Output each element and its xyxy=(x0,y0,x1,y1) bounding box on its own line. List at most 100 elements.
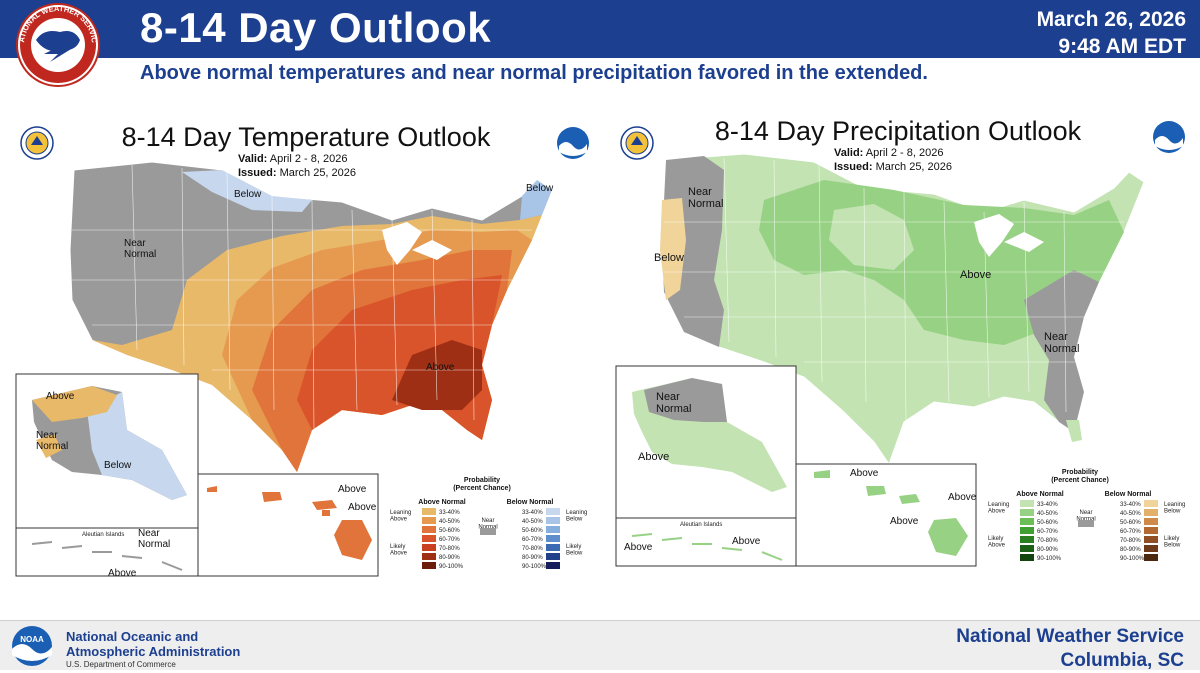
nws-office: National Weather Service Columbia, SC xyxy=(956,625,1184,673)
noaa-icon xyxy=(557,127,589,159)
noaa-logo-text: NOAA xyxy=(20,635,44,644)
precipitation-near-se xyxy=(1024,270,1099,432)
noaa-name: National Oceanic and Atmospheric Adminis… xyxy=(66,629,240,659)
legend-above-range: 80-90% xyxy=(439,555,460,561)
legend-likely-above: Likely Above xyxy=(390,544,408,557)
temperature-valid-block: Valid: April 2 - 8, 2026 Issued: March 2… xyxy=(238,152,356,180)
alaska-above xyxy=(32,386,117,422)
label-near-normal-west: Near Normal xyxy=(124,238,156,260)
temperature-great-lakes xyxy=(382,222,452,265)
legend-near-header: Near Normal xyxy=(1076,510,1095,523)
legend-title: Probability xyxy=(464,477,500,484)
legend-above-swatch xyxy=(1020,554,1034,561)
legend-below-range: 40-50% xyxy=(1120,511,1141,517)
precipitation-map-title: 8-14 Day Precipitation Outlook xyxy=(714,116,1082,146)
alaska-near xyxy=(644,378,727,422)
commerce-dept: U.S. Department of Commerce xyxy=(66,660,176,669)
legend-likely-below: Likely Below xyxy=(566,544,583,557)
valid-dates: April 2 - 8, 2026 xyxy=(269,153,348,165)
precipitation-outlook-panel: 8-14 Day Precipitation Outlook Valid: Ap… xyxy=(604,100,1192,582)
legend-above-range: 33-40% xyxy=(1037,502,1058,508)
legend-above-header: Above Normal xyxy=(1016,491,1064,498)
legend-near-swatch xyxy=(1078,520,1094,527)
legend-above-range: 80-90% xyxy=(1037,547,1058,553)
noaa-logo-icon: NOAA xyxy=(12,626,52,666)
label-above-central: Above xyxy=(960,269,991,281)
legend-below-range: 40-50% xyxy=(522,519,543,525)
temperature-state-lines xyxy=(72,164,532,431)
legend-below-range: 80-90% xyxy=(1120,547,1141,553)
nws-line-1: National Weather Service xyxy=(956,626,1184,647)
legend-near-header: Near Normal xyxy=(478,518,497,531)
legend-below-range: 90-100% xyxy=(1120,556,1145,562)
header: NATIONAL WEATHER SERVICE 8-14 Day Outloo… xyxy=(0,0,1200,88)
label-aleutian-above-2: Above xyxy=(732,536,761,547)
precipitation-above-33-40-centre xyxy=(829,204,914,270)
alaska-above-small xyxy=(36,434,62,458)
legend-below-swatch xyxy=(1144,500,1158,507)
legend-above-swatch xyxy=(1020,545,1034,552)
precipitation-valid-block: Valid: April 2 - 8, 2026 Issued: March 2… xyxy=(834,146,952,174)
hawaii-islands xyxy=(207,486,372,560)
label-aleutian: Aleutian Islands xyxy=(680,522,722,528)
legend-above-range: 90-100% xyxy=(439,564,464,570)
legend-subtitle: (Percent Chance) xyxy=(1051,477,1109,484)
hawaii-islands xyxy=(814,470,968,556)
legend-below-range: 33-40% xyxy=(522,510,543,516)
precipitation-legend: Probability(Percent Chance) Above Normal B… xyxy=(988,469,1185,562)
legend-above-swatch xyxy=(422,517,436,524)
label-near-normal-nw: Near Normal xyxy=(688,186,723,210)
nws-line-2: Columbia, SC xyxy=(1060,650,1184,671)
legend-above-range: 70-80% xyxy=(439,546,460,552)
temperature-below-north xyxy=(182,170,312,212)
precipitation-great-lakes xyxy=(974,214,1044,257)
legend-above-range: 60-70% xyxy=(439,537,460,543)
legend-likely-below: Likely Below xyxy=(1164,536,1181,549)
legend-likely-above: Likely Above xyxy=(988,536,1006,549)
label-hi-above-2: Above xyxy=(348,502,377,513)
legend-subtitle: (Percent Chance) xyxy=(453,485,511,492)
legend-above-swatch xyxy=(1020,500,1034,507)
legend-below-swatch xyxy=(1144,527,1158,534)
label-below-north: Below xyxy=(234,189,262,200)
temperature-outlook-panel: 8-14 Day Temperature Outlook Valid: Apri… xyxy=(12,100,600,582)
legend-above-range: 40-50% xyxy=(1037,511,1058,517)
legend-leaning-below: Leaning Below xyxy=(566,510,587,523)
page-subtitle: Above normal temperatures and near norma… xyxy=(140,62,928,84)
legend-above-swatch xyxy=(1020,536,1034,543)
page-title: 8-14 Day Outlook xyxy=(140,4,492,51)
legend-below-swatch xyxy=(546,562,560,569)
legend-above-range: 90-100% xyxy=(1037,556,1062,562)
precipitation-below-west xyxy=(660,198,686,300)
alaska-below xyxy=(87,392,187,500)
legend-above-swatch xyxy=(1020,509,1034,516)
label-hi-above-2: Above xyxy=(948,492,977,503)
label-ak-near-normal: Near Normal xyxy=(36,430,68,452)
legend-above-swatch xyxy=(422,508,436,515)
label-below-west: Below xyxy=(654,252,684,264)
legend-below-swatch xyxy=(546,517,560,524)
legend-above-range: 50-60% xyxy=(1037,520,1058,526)
legend-above-swatch xyxy=(422,544,436,551)
legend-below-range: 90-100% xyxy=(522,564,547,570)
label-ak-above: Above xyxy=(638,451,669,463)
aleutian-inset-frame xyxy=(615,517,797,567)
issue-date: March 26, 2026 xyxy=(1036,8,1186,31)
noaa-line-1: National Oceanic and xyxy=(66,629,199,644)
header-band xyxy=(0,0,1200,58)
footer: NOAA National Oceanic and Atmospheric Ad… xyxy=(0,620,1200,673)
legend-below-range: 60-70% xyxy=(1120,529,1141,535)
valid-dates: April 2 - 8, 2026 xyxy=(865,147,944,159)
legend-below-swatch xyxy=(546,544,560,551)
issued-date: March 25, 2026 xyxy=(875,161,953,173)
issued-label: Issued: xyxy=(834,161,873,173)
legend-leaning-above: Leaning Above xyxy=(390,510,411,523)
noaa-line-2: Atmospheric Administration xyxy=(66,644,241,659)
temperature-above-70-80 xyxy=(392,340,482,410)
legend-above-swatch xyxy=(422,562,436,569)
precipitation-map: Near Normal Below Above Near Normal Near No… xyxy=(615,153,1185,567)
legend-below-swatch xyxy=(1144,536,1158,543)
valid-label: Valid: xyxy=(238,153,268,165)
label-below-maine: Below xyxy=(526,183,554,194)
legend-above-range: 33-40% xyxy=(439,510,460,516)
